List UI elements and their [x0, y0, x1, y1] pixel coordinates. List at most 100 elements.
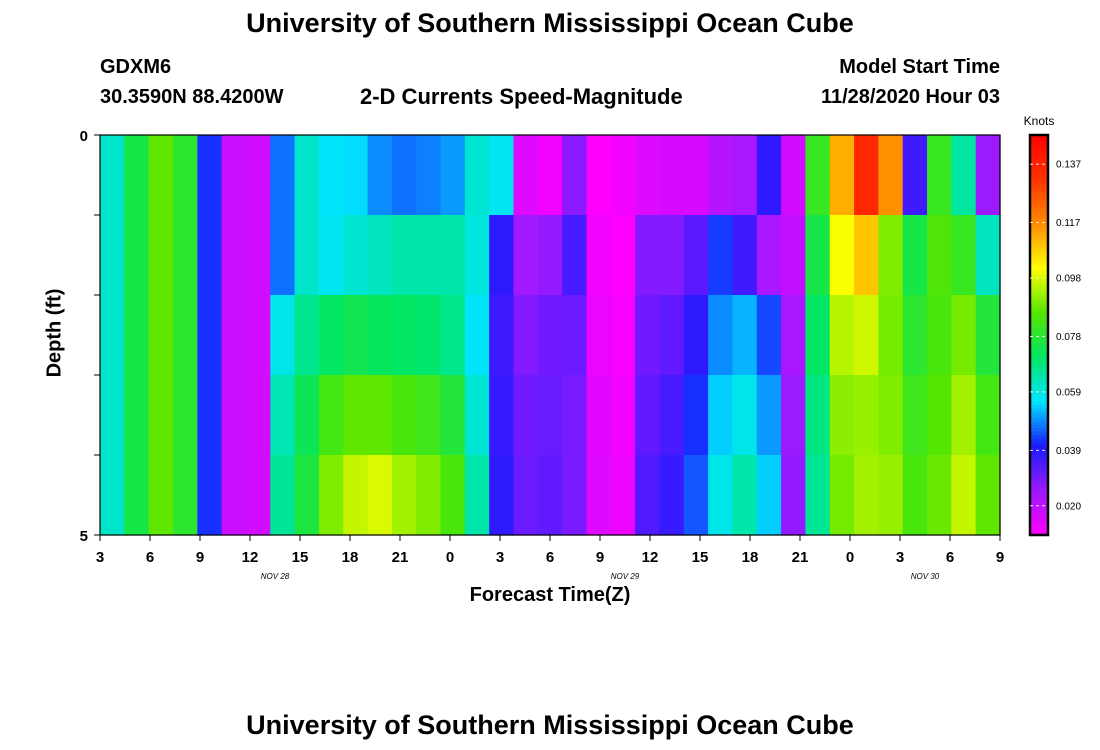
x-axis: 3 6 9 12 15 18 21 0 3 6 9 12 15 18 21 0 3 6 9 NOV 28 NOV 29 N…	[96, 535, 1004, 581]
x-tick-label: 3	[496, 549, 504, 566]
colorbar-band	[1030, 365, 1048, 369]
heatmap-cell	[732, 135, 758, 216]
y-tick-label: 5	[80, 528, 88, 545]
colorbar-band	[1030, 201, 1048, 206]
heatmap-cell	[221, 215, 247, 296]
heatmap-cell	[878, 455, 904, 536]
colorbar-band	[1030, 235, 1048, 239]
heatmap-cell	[708, 295, 734, 376]
heatmap-cell	[391, 295, 417, 376]
heatmap-cell	[245, 455, 271, 536]
heatmap-cell	[805, 455, 831, 536]
x-tick-label: 15	[692, 549, 709, 566]
heatmap-cell	[829, 455, 855, 536]
colorbar-band	[1030, 481, 1048, 486]
colorbar-band	[1030, 268, 1048, 273]
heatmap-cell	[635, 295, 661, 376]
heatmap-cell	[294, 215, 320, 296]
colorbar-band	[1030, 401, 1048, 406]
colorbar-band	[1030, 385, 1048, 389]
colorbar-tick-label: 0.137	[1056, 160, 1081, 171]
colorbar-band	[1030, 465, 1048, 469]
date-label: NOV 28	[261, 572, 290, 581]
x-tick-label: 18	[742, 549, 759, 566]
colorbar-band	[1030, 281, 1048, 286]
colorbar-band	[1030, 428, 1048, 433]
heatmap-cell	[221, 295, 247, 376]
colorbar-band	[1030, 528, 1048, 533]
colorbar-band	[1030, 388, 1048, 393]
colorbar-band	[1030, 205, 1048, 209]
heatmap-cell	[513, 375, 539, 456]
heatmap-cell	[100, 295, 125, 376]
heatmap-cell	[221, 135, 247, 216]
colorbar-band	[1030, 375, 1048, 379]
heatmap-cell	[391, 455, 417, 536]
heatmap-cell	[732, 215, 758, 296]
colorbar-band	[1030, 158, 1048, 163]
heatmap-cell	[610, 455, 636, 536]
colorbar-band	[1030, 515, 1048, 519]
colorbar-band	[1030, 171, 1048, 176]
colorbar-band	[1030, 461, 1048, 466]
x-tick-label: 6	[946, 549, 954, 566]
heatmap-cell	[732, 375, 758, 456]
x-tick-label: 9	[996, 549, 1004, 566]
heatmap-cell	[659, 375, 685, 456]
heatmap-cell	[197, 135, 223, 216]
date-label: NOV 29	[611, 572, 640, 581]
heatmap-cell	[610, 135, 636, 216]
heatmap-cell	[440, 135, 466, 216]
heatmap-cell	[902, 375, 928, 456]
colorbar-band	[1030, 221, 1048, 226]
heatmap-cell	[294, 135, 320, 216]
heatmap-cell	[221, 455, 247, 536]
heatmap-cell	[197, 295, 223, 376]
heatmap-cell	[878, 375, 904, 456]
x-tick-label: 21	[792, 549, 809, 566]
colorbar-band	[1030, 455, 1048, 459]
heatmap-cell	[100, 135, 125, 216]
heatmap-cell	[245, 135, 271, 216]
heatmap-cell	[270, 455, 296, 536]
colorbar-band	[1030, 355, 1048, 359]
colorbar-band	[1030, 445, 1048, 449]
heatmap-cell	[683, 135, 709, 216]
colorbar-band	[1030, 241, 1048, 246]
colorbar-band	[1030, 255, 1048, 259]
colorbar-band	[1030, 358, 1048, 363]
heatmap-cell	[683, 295, 709, 376]
heatmap-cell	[270, 375, 296, 456]
colorbar-band	[1030, 185, 1048, 189]
colorbar-band	[1030, 438, 1048, 443]
heatmap-cell	[294, 295, 320, 376]
colorbar-band	[1030, 488, 1048, 493]
heatmap-cell	[489, 455, 515, 536]
colorbar-band	[1030, 161, 1048, 166]
heatmap-cell	[440, 455, 466, 536]
heatmap-cell	[367, 375, 393, 456]
heatmap-cell	[708, 455, 734, 536]
y-tick-label: 0	[80, 128, 88, 145]
colorbar-band	[1030, 291, 1048, 296]
x-axis-label: Forecast Time(Z)	[469, 584, 631, 606]
heatmap-cell	[367, 455, 393, 536]
colorbar-band	[1030, 195, 1048, 199]
colorbar-band	[1030, 531, 1048, 536]
heatmap-cell	[659, 135, 685, 216]
colorbar-band	[1030, 491, 1048, 496]
heatmap-cell	[537, 215, 563, 296]
heatmap-cell	[294, 455, 320, 536]
heatmap-cell	[464, 135, 490, 216]
colorbar-band	[1030, 261, 1048, 266]
colorbar-band	[1030, 505, 1048, 509]
x-tick-label: 12	[242, 549, 259, 566]
colorbar-band	[1030, 485, 1048, 489]
x-tick-label: 3	[896, 549, 904, 566]
x-tick-label: 18	[342, 549, 359, 566]
heatmap-cell	[562, 135, 588, 216]
heatmap-cell	[878, 215, 904, 296]
colorbar-band	[1030, 148, 1048, 153]
colorbar-frame	[1028, 133, 1050, 537]
colorbar-band	[1030, 391, 1048, 396]
